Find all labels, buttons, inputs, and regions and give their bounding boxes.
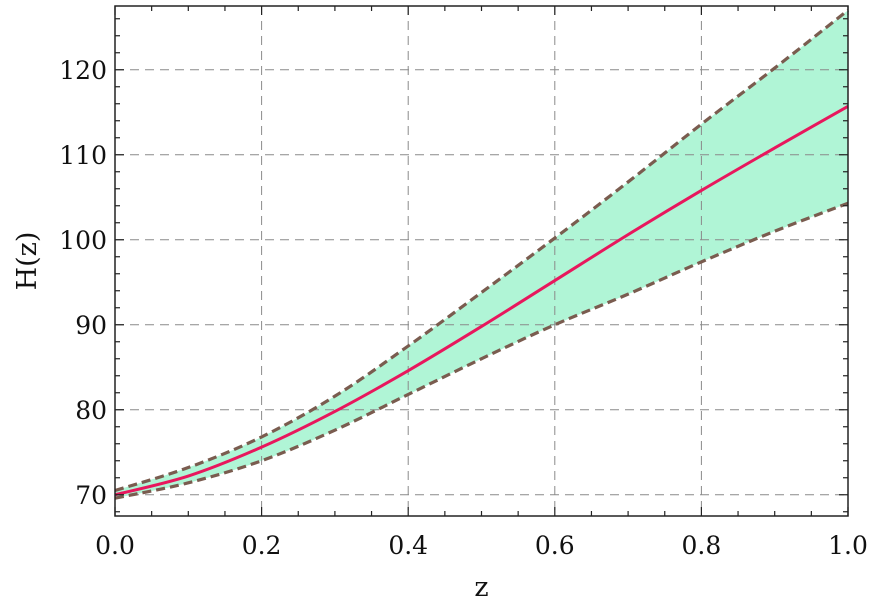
y-tick-label: 100	[59, 226, 107, 255]
y-tick-label: 80	[75, 396, 107, 425]
x-tick-label: 0.0	[95, 531, 135, 560]
plot-frame	[114, 5, 849, 517]
x-axis-label: z	[474, 572, 488, 603]
x-tick-label: 0.8	[682, 531, 722, 560]
confidence-band	[115, 10, 848, 499]
upper-bound-line	[114, 8, 849, 493]
lower-bound-line	[114, 201, 849, 500]
tick-marks	[114, 6, 849, 516]
x-tick-label: 0.2	[242, 531, 282, 560]
x-tick-label: 0.6	[535, 531, 575, 560]
grid-lines	[115, 6, 848, 516]
plot-border	[114, 5, 849, 517]
y-tick-label: 90	[75, 311, 107, 340]
x-tick-label: 1.0	[828, 531, 868, 560]
tick-labels: 0.0 0.2 0.4 0.6 0.8 1.0 70 80 90 100 110 120	[59, 56, 868, 560]
series-lines	[114, 8, 849, 500]
best-fit-line	[114, 104, 849, 497]
y-tick-label: 110	[59, 141, 107, 170]
confidence-band-fill	[115, 10, 848, 499]
x-tick-label: 0.4	[388, 531, 428, 560]
y-tick-label: 120	[59, 56, 107, 85]
y-tick-label: 70	[75, 481, 107, 510]
y-axis-label: H(z)	[12, 232, 43, 291]
